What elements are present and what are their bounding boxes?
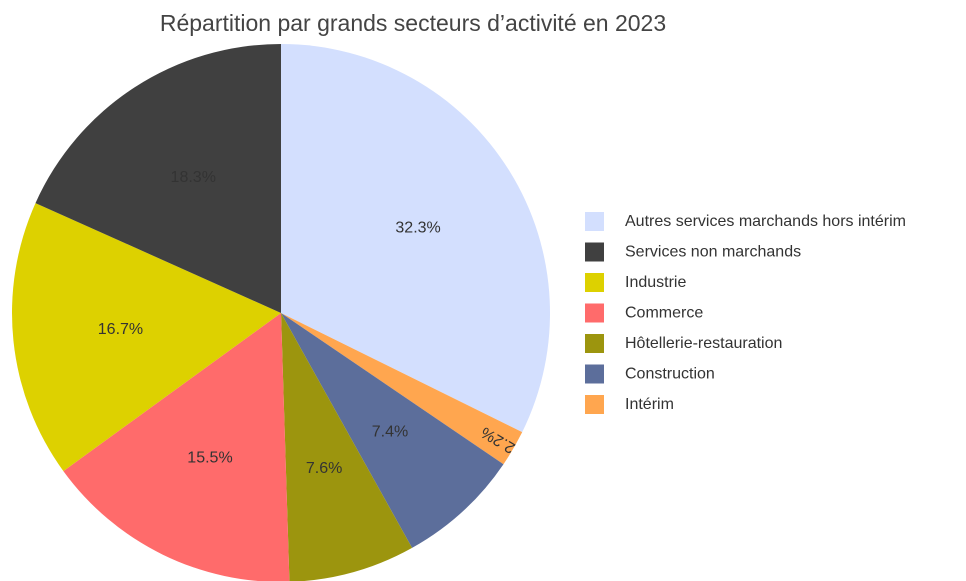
slice-label-construction: 7.4%: [372, 424, 408, 441]
legend: Autres services marchands hors intérim Se…: [585, 212, 906, 414]
slice-label-hotellerie-restauration: 7.6%: [306, 460, 342, 477]
chart-title: Répartition par grands secteurs d’activi…: [160, 10, 666, 36]
pie-slice-autres-services-marchands-hors-interim: [281, 44, 551, 433]
legend-swatch: [585, 212, 604, 231]
pie-slice-construction: [281, 313, 504, 548]
pie-slice-hotellerie-restauration: [281, 313, 413, 581]
legend-label: Hôtellerie-restauration: [625, 335, 782, 352]
legend-label: Intérim: [625, 396, 674, 413]
legend-item-services-non-marchands: Services non marchands: [585, 242, 801, 262]
slice-label-industrie: 16.7%: [98, 321, 143, 338]
slice-label-autres-services-marchands-hors-interim: 32.3%: [395, 219, 440, 236]
legend-item-interim: Intérim: [585, 395, 674, 414]
legend-item-construction: Construction: [585, 364, 715, 384]
legend-item-hotellerie-restauration: Hôtellerie-restauration: [585, 334, 782, 353]
legend-label: Industrie: [625, 274, 686, 291]
legend-item-autres-services-marchands-hors-interim: Autres services marchands hors intérim: [585, 212, 906, 231]
legend-label: Autres services marchands hors intérim: [625, 213, 906, 230]
legend-label: Services non marchands: [625, 244, 801, 261]
legend-swatch: [585, 242, 604, 262]
slice-label-commerce: 15.5%: [187, 449, 232, 466]
legend-swatch: [585, 395, 604, 414]
slice-label-services-non-marchands: 18.3%: [171, 169, 216, 186]
pie-slice-interim: [281, 313, 523, 465]
legend-item-commerce: Commerce: [585, 303, 703, 323]
legend-label: Construction: [625, 366, 715, 383]
legend-swatch: [585, 273, 604, 292]
pie-slice-industrie: [12, 203, 281, 472]
pie-slice-services-non-marchands: [35, 44, 281, 313]
legend-swatch: [585, 303, 604, 323]
legend-item-industrie: Industrie: [585, 273, 686, 292]
legend-label: Commerce: [625, 305, 703, 322]
legend-swatch: [585, 334, 604, 353]
pie-slices: [12, 44, 551, 581]
legend-swatch: [585, 364, 604, 384]
pie-slice-commerce: [63, 313, 290, 581]
